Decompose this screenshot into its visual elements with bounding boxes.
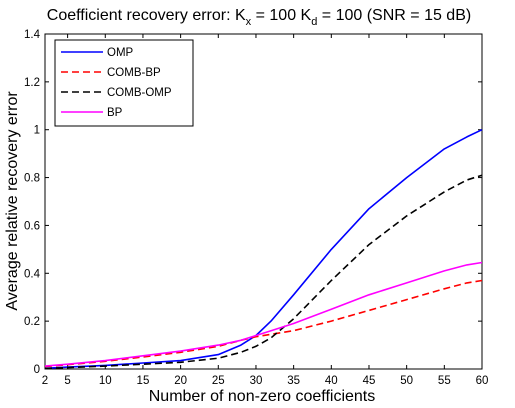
x-tick-label: 55 <box>438 375 451 387</box>
y-tick-label: 0 <box>34 364 40 376</box>
x-tick-label: 60 <box>476 375 489 387</box>
legend-label-comb-bp: COMB-BP <box>107 67 161 79</box>
x-tick-label: 40 <box>325 375 338 387</box>
x-tick-label: 30 <box>250 375 263 387</box>
y-tick-label: 1 <box>34 125 40 137</box>
series-line-bp <box>44 261 483 367</box>
series-lines <box>44 128 483 370</box>
x-tick-label: 5 <box>64 375 70 387</box>
y-tick-label: 1.2 <box>24 77 40 89</box>
series-line-comb-bp <box>44 279 483 368</box>
y-tick-label: 0.4 <box>24 268 41 280</box>
y-tick-label: 1.4 <box>24 29 41 41</box>
legend: OMP COMB-BP COMB-OMP BP <box>54 39 194 127</box>
x-tick-label: 25 <box>212 375 225 387</box>
y-tick-labels: 0 0.2 0.4 0.6 0.8 1 1.2 1.4 <box>24 29 41 376</box>
legend-label-bp: BP <box>107 107 123 119</box>
series-line-comb-omp <box>44 174 483 370</box>
legend-label-omp: OMP <box>107 47 134 59</box>
series-line-omp <box>44 128 483 370</box>
y-tick-label: 0.8 <box>24 173 40 185</box>
x-tick-label: 15 <box>137 375 150 387</box>
x-tick-label: 45 <box>363 375 376 387</box>
y-axis-label: Average relative recovery error <box>4 91 21 311</box>
x-tick-label: 35 <box>287 375 300 387</box>
x-tick-label: 20 <box>174 375 187 387</box>
x-tick-labels: 2 5 10 15 20 25 30 35 40 45 50 55 60 <box>42 375 489 387</box>
x-axis-label: Number of non-zero coefficients <box>149 388 375 405</box>
x-tick-label: 2 <box>42 375 48 387</box>
legend-label-comb-omp: COMB-OMP <box>107 87 172 99</box>
x-tick-label: 50 <box>400 375 413 387</box>
y-tick-label: 0.6 <box>24 220 40 232</box>
x-tick-label: 10 <box>99 375 112 387</box>
chart-title: Coefficient recovery error: Kx = 100 Kd … <box>47 7 471 28</box>
y-tick-label: 0.2 <box>24 316 40 328</box>
